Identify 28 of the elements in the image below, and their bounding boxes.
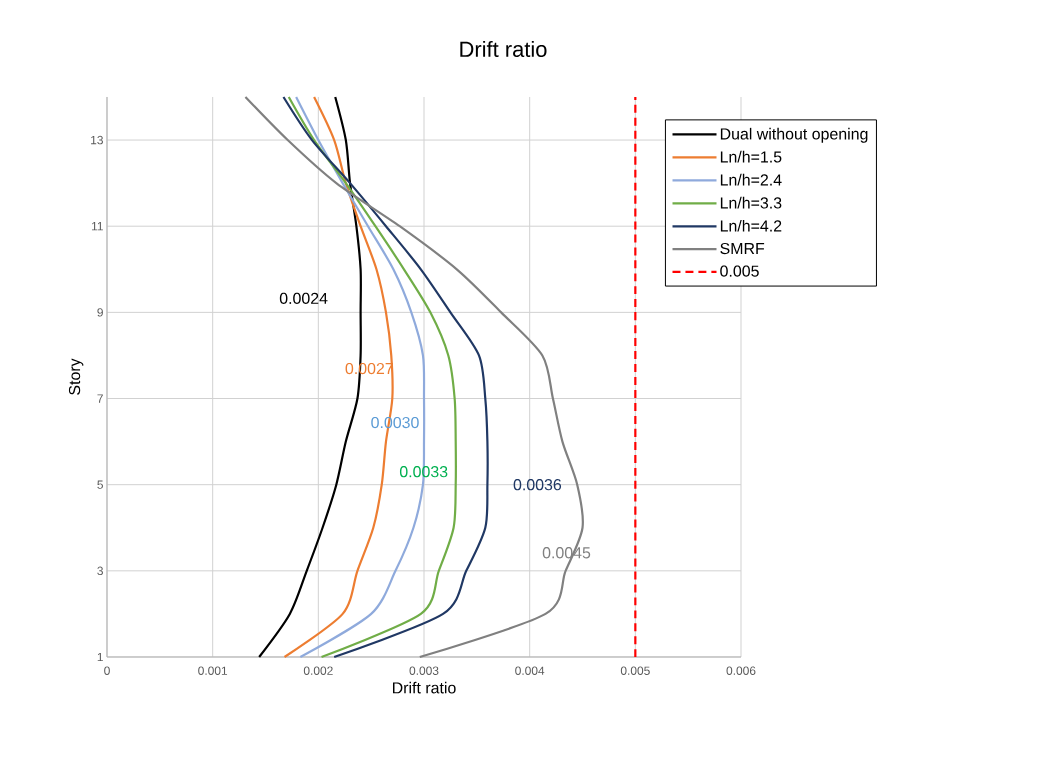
annotation: 0.0036	[513, 479, 562, 491]
y-tick-label: 11	[91, 222, 103, 231]
annotation: 0.0033	[399, 466, 448, 478]
y-tick-label: 3	[97, 566, 103, 576]
x-tick-label: 0.002	[303, 666, 333, 675]
x-tick-label: 0	[104, 666, 110, 675]
chart-title: Drift ratio	[460, 40, 547, 58]
legend-label: Ln/h=3.3	[720, 196, 782, 209]
y-tick-label: 1	[97, 652, 103, 662]
y-axis-title: Story	[68, 358, 84, 395]
legend-label: SMRF	[720, 242, 765, 255]
y-tick-label: 7	[97, 394, 103, 403]
y-tick-label: 13	[91, 135, 103, 145]
x-tick-label: 0.005	[620, 666, 650, 675]
annotation: 0.0024	[279, 292, 328, 305]
x-tick-label: 0.001	[198, 666, 228, 675]
legend-label: Ln/h=4.2	[720, 219, 782, 232]
line-series	[282, 95, 489, 659]
x-tick-label: 0.003	[409, 666, 439, 675]
y-tick-label: 9	[97, 308, 103, 317]
legend-label: Ln/h=1.5	[720, 150, 782, 163]
legend-label: Dual without opening	[720, 127, 868, 143]
legend-label: Ln/h=2.4	[720, 173, 782, 186]
legend-label: 0.005	[720, 265, 759, 277]
x-tick-label: 0.006	[726, 666, 756, 675]
y-tick-label: 5	[97, 480, 103, 489]
x-tick-label: 0.004	[515, 666, 545, 675]
x-axis-title: Drift ratio	[392, 681, 456, 694]
